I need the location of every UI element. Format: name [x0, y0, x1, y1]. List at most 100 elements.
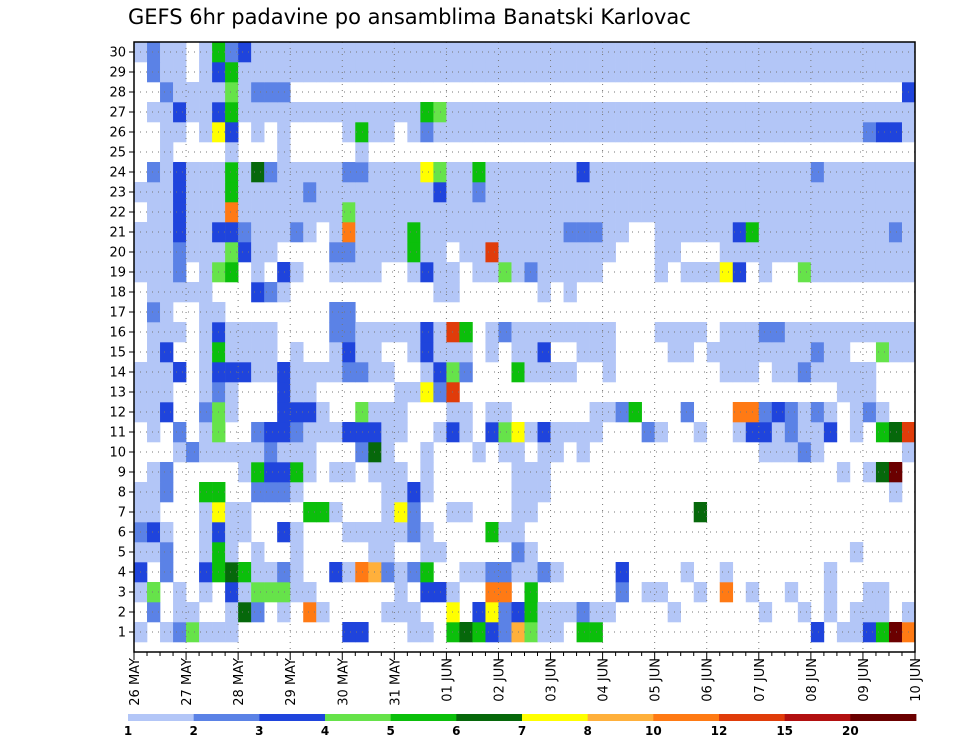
heat-cell: [381, 442, 395, 463]
heat-cell: [602, 182, 616, 203]
heat-cell: [485, 62, 499, 83]
heat-cell: [277, 382, 291, 403]
heat-cell: [862, 42, 877, 63]
heat-cell: [225, 262, 239, 283]
heat-cell: [199, 502, 213, 523]
heat-cell: [394, 522, 408, 543]
heat-cell: [537, 322, 551, 343]
heat-cell: [303, 62, 317, 83]
colorbar-swatch: [850, 714, 917, 721]
heat-cell: [524, 122, 538, 143]
y-tick-label: 14: [109, 366, 126, 381]
heat-cell: [836, 42, 851, 63]
heat-cell: [862, 382, 877, 403]
heat-cell: [355, 162, 369, 183]
heat-cell: [810, 362, 825, 383]
heat-cell: [693, 502, 708, 523]
heat-cell: [225, 622, 239, 643]
heat-cell: [277, 142, 291, 163]
x-axis: 26 MAY 27 MAY 28 MAY 29 MAY 30 MAY 31 MAY 01 J…: [128, 652, 924, 706]
heat-cell: [563, 162, 577, 183]
heat-cell: [758, 202, 773, 223]
heat-cell: [550, 162, 564, 183]
heat-cell: [693, 42, 708, 63]
y-tick-label: 12: [109, 406, 126, 421]
heat-cell: [537, 422, 551, 443]
heat-cell: [225, 602, 239, 623]
heat-cell: [810, 622, 825, 643]
heat-cell: [719, 102, 734, 123]
heat-cell: [550, 182, 564, 203]
heat-cell: [147, 582, 161, 603]
heat-cell: [160, 242, 174, 263]
heat-cell: [498, 242, 512, 263]
heat-cell: [199, 202, 213, 223]
heat-cell: [797, 602, 812, 623]
heat-cell: [407, 482, 421, 503]
heat-cell: [160, 322, 174, 343]
heat-cell: [303, 162, 317, 183]
heat-cell: [160, 42, 174, 63]
heat-cell: [277, 82, 291, 103]
heat-cell: [849, 162, 864, 183]
heat-cell: [329, 162, 343, 183]
heat-cell: [849, 402, 864, 423]
y-tick-label: 20: [109, 246, 126, 261]
heat-cell: [420, 322, 434, 343]
heat-cell: [680, 162, 695, 183]
heat-cell: [849, 202, 864, 223]
heat-cell: [394, 462, 408, 483]
heat-cell: [524, 482, 538, 503]
heat-cell: [199, 102, 213, 123]
heat-cell: [251, 362, 265, 383]
heat-cell: [173, 122, 187, 143]
heat-cell: [199, 62, 213, 83]
heat-cell: [251, 122, 265, 143]
heat-cell: [732, 42, 747, 63]
heat-cell: [784, 422, 799, 443]
heat-cell: [160, 122, 174, 143]
heat-cell: [758, 222, 773, 243]
heat-cell: [342, 322, 356, 343]
heat-cell: [615, 122, 629, 143]
heat-cell: [654, 322, 668, 343]
heat-cell: [277, 62, 291, 83]
heat-cell: [173, 182, 187, 203]
heat-cell: [875, 462, 890, 483]
heat-cell: [654, 62, 668, 83]
heat-cell: [407, 522, 421, 543]
heat-cell: [615, 402, 629, 423]
colorbar-swatch: [587, 714, 654, 721]
heat-cell: [303, 502, 317, 523]
heat-cell: [654, 242, 668, 263]
heat-cell: [693, 422, 708, 443]
heat-cell: [342, 202, 356, 223]
heat-cell: [277, 402, 291, 423]
heat-cell: [225, 102, 239, 123]
heat-cell: [706, 102, 721, 123]
heat-cell: [160, 222, 174, 243]
heat-cell: [147, 342, 161, 363]
heat-cell: [329, 462, 343, 483]
heat-cell: [472, 202, 486, 223]
heat-cell: [225, 242, 239, 263]
heat-cell: [238, 42, 252, 63]
heat-cell: [459, 162, 473, 183]
heat-cell: [199, 222, 213, 243]
heat-cell: [771, 342, 786, 363]
heat-cell: [407, 262, 421, 283]
heat-cell: [251, 602, 265, 623]
heat-cell: [758, 442, 773, 463]
heat-cell: [329, 302, 343, 323]
heat-cell: [680, 322, 695, 343]
heat-cell: [537, 462, 551, 483]
heat-cell: [186, 442, 200, 463]
heat-cell: [875, 422, 890, 443]
heat-cell: [576, 42, 590, 63]
heat-cell: [810, 322, 825, 343]
heat-cell: [394, 502, 408, 523]
heat-cell: [654, 162, 668, 183]
heat-cell: [628, 102, 642, 123]
heat-cell: [277, 562, 291, 583]
x-tick-label: 27 MAY: [180, 658, 195, 706]
